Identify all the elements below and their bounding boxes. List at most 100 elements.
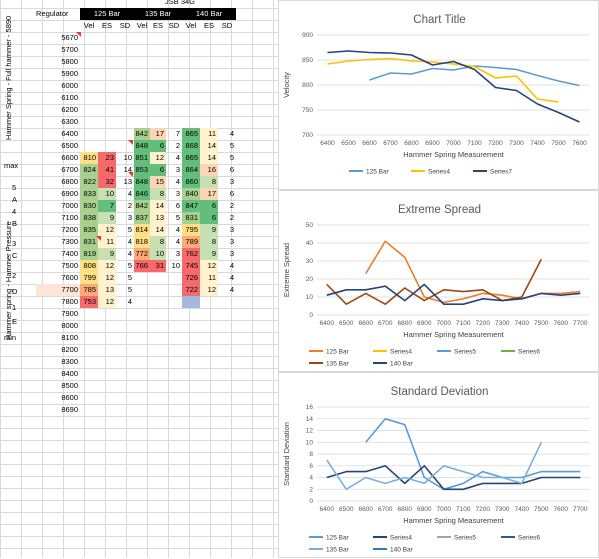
data-cell[interactable] xyxy=(80,344,98,356)
data-cell[interactable]: 2 xyxy=(127,201,132,210)
data-cell[interactable] xyxy=(200,356,218,368)
data-cell[interactable]: 795 xyxy=(182,224,200,236)
data-cell[interactable] xyxy=(200,320,218,332)
data-cell[interactable] xyxy=(98,140,116,152)
rpm-cell[interactable]: 6100 xyxy=(61,93,78,102)
data-cell[interactable]: 12 xyxy=(98,296,116,308)
rpm-cell[interactable]: 6500 xyxy=(61,141,78,150)
data-cell[interactable]: 835 xyxy=(80,224,98,236)
comment-indicator[interactable] xyxy=(128,172,133,177)
rpm-cell[interactable]: 7500 xyxy=(61,261,78,270)
data-cell[interactable] xyxy=(98,332,116,344)
data-cell[interactable] xyxy=(200,32,218,44)
data-cell[interactable] xyxy=(150,92,166,104)
data-cell[interactable] xyxy=(218,68,236,80)
data-cell[interactable]: 848 xyxy=(134,176,150,188)
data-cell[interactable]: 864 xyxy=(182,164,200,176)
data-cell[interactable] xyxy=(134,44,150,56)
data-cell[interactable] xyxy=(150,296,166,308)
data-cell[interactable]: 5 xyxy=(229,141,234,150)
data-cell[interactable]: 12 xyxy=(200,260,218,272)
comment-indicator[interactable] xyxy=(96,236,101,241)
data-cell[interactable]: 3 xyxy=(229,237,234,246)
data-cell[interactable] xyxy=(150,284,166,296)
data-cell[interactable] xyxy=(182,308,200,320)
data-cell[interactable] xyxy=(80,380,98,392)
data-cell[interactable]: 10 xyxy=(98,188,116,200)
data-cell[interactable]: 14 xyxy=(150,224,166,236)
data-cell[interactable] xyxy=(200,44,218,56)
data-cell[interactable]: 4 xyxy=(127,297,132,306)
data-cell[interactable] xyxy=(200,368,218,380)
data-cell[interactable] xyxy=(134,404,150,416)
data-cell[interactable] xyxy=(166,404,182,416)
data-cell[interactable] xyxy=(80,128,98,140)
data-cell[interactable]: 4 xyxy=(229,285,234,294)
data-cell[interactable]: 3 xyxy=(175,249,180,258)
data-cell[interactable]: 822 xyxy=(80,176,98,188)
data-cell[interactable]: 842 xyxy=(134,128,150,140)
data-cell[interactable]: 6 xyxy=(200,200,218,212)
data-cell[interactable] xyxy=(218,80,236,92)
data-cell[interactable] xyxy=(134,368,150,380)
data-cell[interactable]: 4 xyxy=(127,189,132,198)
group-header[interactable]: 135 Bar xyxy=(134,8,182,20)
data-cell[interactable]: 4 xyxy=(175,153,180,162)
regulator-label[interactable]: Regulator xyxy=(36,9,69,18)
data-cell[interactable]: 11 xyxy=(98,236,116,248)
data-cell[interactable] xyxy=(116,320,134,332)
data-cell[interactable]: 831 xyxy=(80,236,98,248)
data-cell[interactable] xyxy=(166,56,182,68)
data-cell[interactable]: 13 xyxy=(98,284,116,296)
data-cell[interactable] xyxy=(134,92,150,104)
subcol-header[interactable]: Vel xyxy=(136,21,148,30)
data-cell[interactable]: 831 xyxy=(182,212,200,224)
data-cell[interactable] xyxy=(150,32,166,44)
data-cell[interactable]: 17 xyxy=(150,128,166,140)
data-cell[interactable] xyxy=(166,320,182,332)
data-cell[interactable] xyxy=(80,80,98,92)
data-cell[interactable] xyxy=(150,404,166,416)
data-cell[interactable] xyxy=(182,80,200,92)
data-cell[interactable]: 31 xyxy=(150,260,166,272)
chart-2[interactable]: Standard Deviation 0 2 4 6 8 10 12 14 16 6400 6500 6… xyxy=(278,372,599,558)
data-cell[interactable] xyxy=(150,272,166,284)
data-cell[interactable] xyxy=(116,344,134,356)
rpm-cell[interactable]: 8400 xyxy=(61,369,78,378)
data-cell[interactable] xyxy=(218,44,236,56)
chart-1[interactable]: Extreme Spread 0 10 20 30 40 50 6400 6500 6600 670… xyxy=(278,190,599,372)
data-cell[interactable]: 13 xyxy=(150,212,166,224)
data-cell[interactable]: 6 xyxy=(150,140,166,152)
data-cell[interactable] xyxy=(150,44,166,56)
data-cell[interactable]: 865 xyxy=(182,128,200,140)
data-cell[interactable]: 12 xyxy=(98,260,116,272)
data-cell[interactable] xyxy=(80,308,98,320)
marker-label[interactable]: A xyxy=(12,195,18,204)
data-cell[interactable] xyxy=(182,392,200,404)
data-cell[interactable]: 5 xyxy=(127,285,132,294)
data-cell[interactable]: 2 xyxy=(229,213,234,222)
data-cell[interactable]: 5 xyxy=(127,225,132,234)
rpm-cell[interactable]: 6200 xyxy=(61,105,78,114)
data-cell[interactable]: 6 xyxy=(200,212,218,224)
marker-label[interactable]: B xyxy=(12,219,18,228)
chart-0[interactable]: Chart Title 700 750 800 850 900 6400 6500 6600 67… xyxy=(278,0,599,190)
data-cell[interactable]: 2 xyxy=(175,141,180,150)
subcol-header[interactable]: ES xyxy=(203,21,214,30)
data-cell[interactable] xyxy=(182,344,200,356)
data-cell[interactable]: 847 xyxy=(182,200,200,212)
data-cell[interactable] xyxy=(218,332,236,344)
data-cell[interactable] xyxy=(150,368,166,380)
data-cell[interactable] xyxy=(200,380,218,392)
rpm-cell[interactable]: 7800 xyxy=(61,297,78,306)
data-cell[interactable] xyxy=(200,392,218,404)
data-cell[interactable] xyxy=(116,80,134,92)
data-cell[interactable] xyxy=(134,308,150,320)
data-cell[interactable] xyxy=(182,44,200,56)
data-cell[interactable] xyxy=(218,392,236,404)
marker-label[interactable]: C xyxy=(12,251,18,260)
data-cell[interactable]: 3 xyxy=(175,189,180,198)
data-cell[interactable] xyxy=(98,92,116,104)
data-cell[interactable]: 799 xyxy=(80,272,98,284)
data-cell[interactable]: 838 xyxy=(80,212,98,224)
